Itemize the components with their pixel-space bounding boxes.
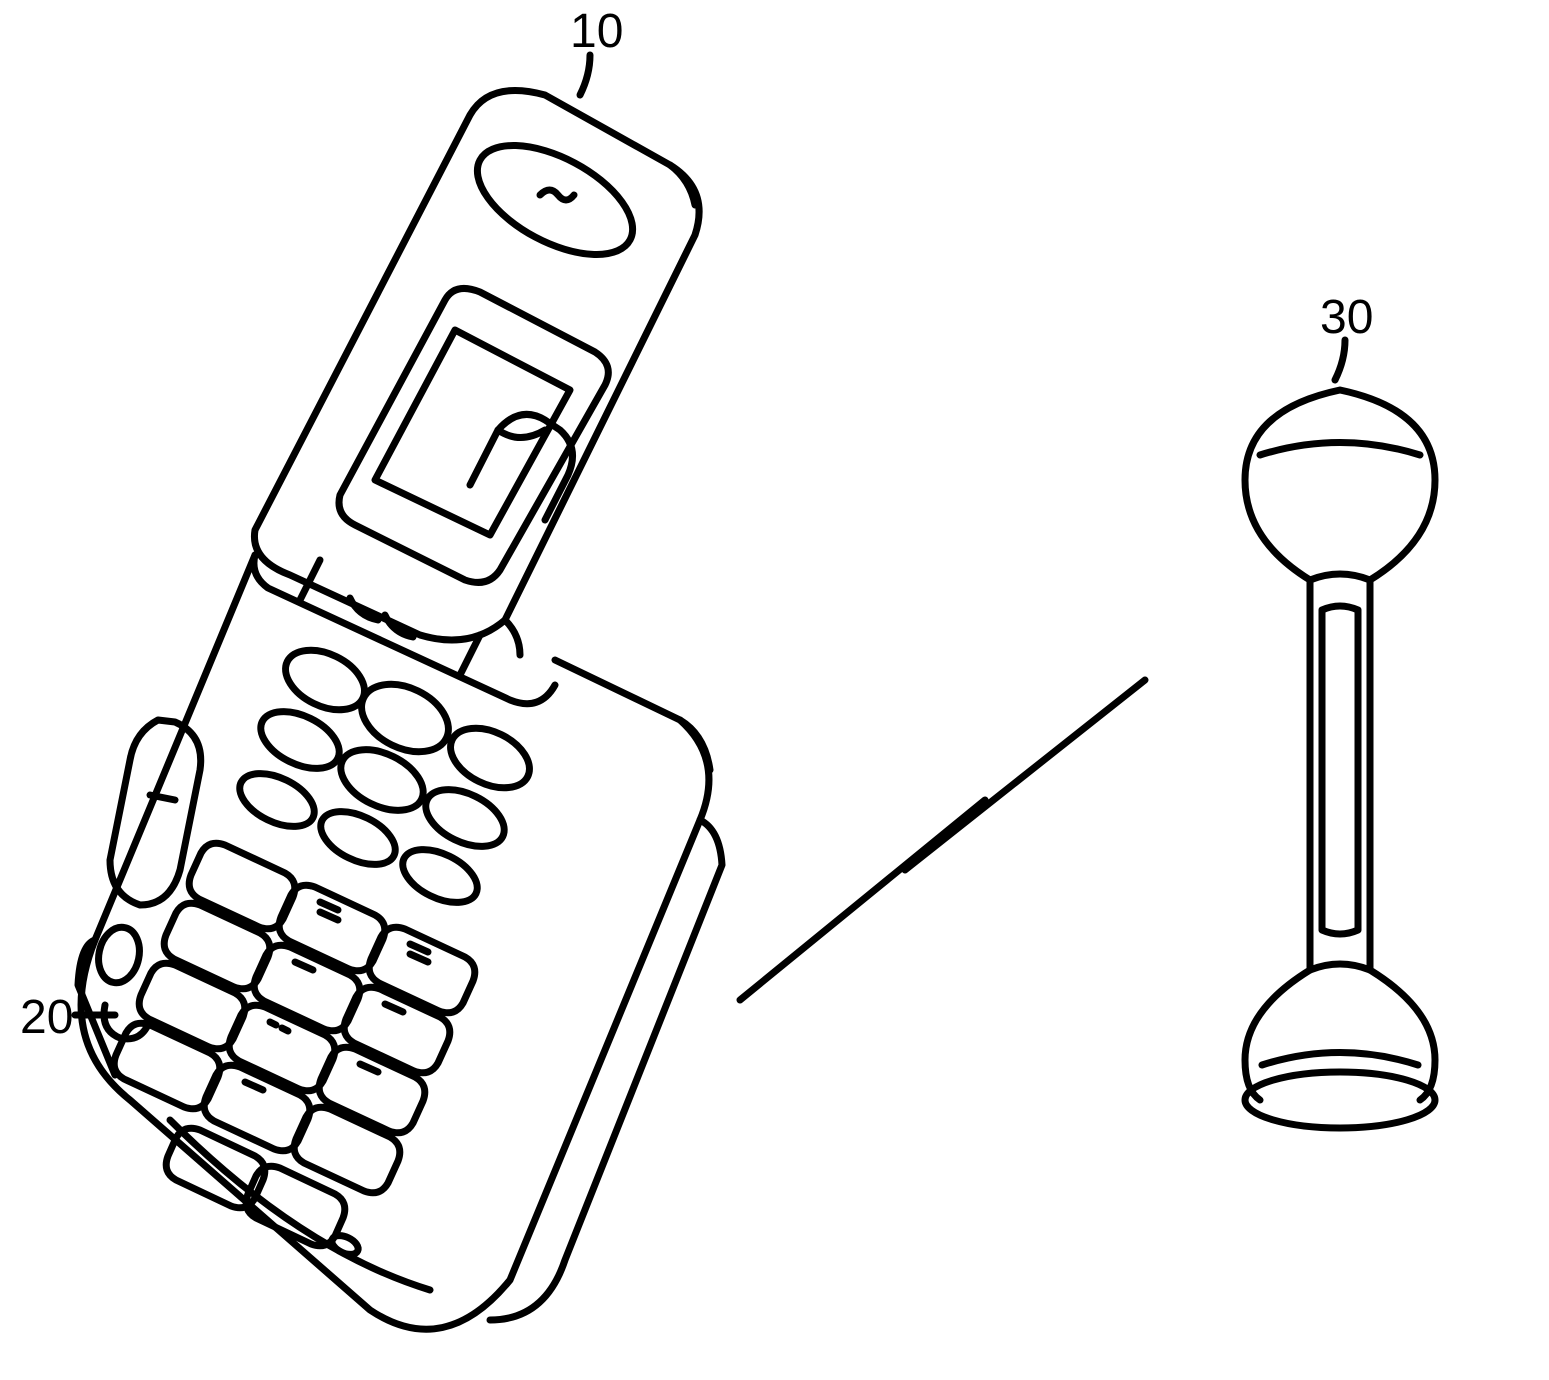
wireless-bolt-icon xyxy=(740,680,1145,1000)
lead-lines xyxy=(75,55,1345,1015)
flip-phone xyxy=(78,91,722,1330)
flip-lid xyxy=(254,91,699,656)
side-controls xyxy=(94,720,201,1039)
figure-svg xyxy=(0,0,1549,1380)
phone-body xyxy=(78,555,722,1329)
handset-pillar xyxy=(1245,390,1435,1128)
keypad xyxy=(114,638,539,1246)
